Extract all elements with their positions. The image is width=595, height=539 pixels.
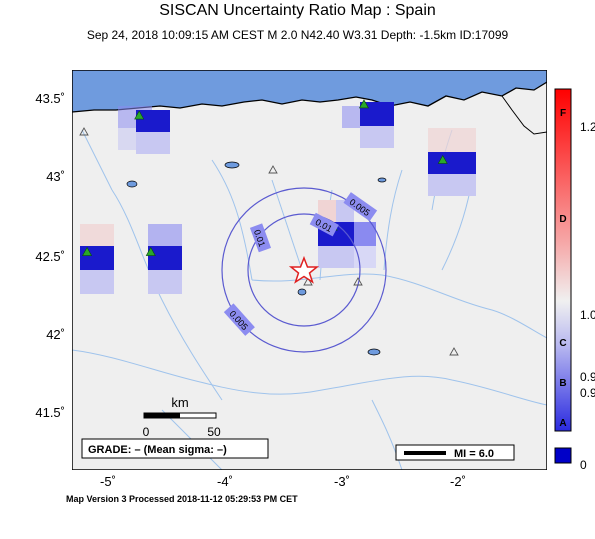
lon-label: -2˚ [450,474,466,489]
ratio-colorbar [554,88,572,464]
colorbar-value: 1.0 [580,308,595,322]
colorbar-value: 1.2 [580,120,595,134]
map-title: SISCAN Uncertainty Ratio Map : Spain [159,2,436,19]
unused-stations [79,127,459,356]
svg-text:km: km [171,395,188,410]
lat-label: 43.5˚ [35,91,65,106]
scale-bar: km 0 50 [143,395,221,439]
station-triangle-icon [134,110,145,120]
station-triangle-icon [145,246,156,256]
svg-text:MI = 6.0: MI = 6.0 [454,448,494,460]
lon-label: -5˚ [100,474,116,489]
colorbar-letter: F [559,108,567,119]
lon-label: -3˚ [334,474,350,489]
svg-text:GRADE: – (Mean sigma: –): GRADE: – (Mean sigma: –) [88,444,227,456]
station-triangle-icon [437,154,448,164]
uncertainty-cells [80,102,476,294]
sea-area [72,70,547,112]
uncertainty-contours [221,187,387,353]
svg-text:50: 50 [207,425,221,439]
colorbar-letter: A [559,418,567,429]
lat-label: 41.5˚ [35,405,65,420]
map-subtitle: Sep 24, 2018 10:09:15 AM CEST M 2.0 N42.… [86,28,509,42]
station-triangle-icon [82,246,93,256]
colorbar-letter: B [559,378,567,389]
map-footer: Map Version 3 Processed 2018-11-12 05:29… [66,494,298,504]
coastline [72,81,547,113]
lon-label: -4˚ [217,474,233,489]
colorbar-value: 0 [580,458,587,472]
epicenter-star-icon [288,255,320,284]
svg-text:0: 0 [143,425,150,439]
lat-label: 43˚ [46,169,65,184]
grade-box: GRADE: – (Mean sigma: –) [81,438,269,459]
colorbar-value: 0.9 [580,370,595,384]
intensity-map: 0.005 0.01 0.01 0.005 km 0 50 GRADE: – (… [72,70,547,470]
station-triangle-icon [358,99,369,109]
colorbar-letter: D [559,214,567,225]
colorbar-value: 0.9 [580,386,595,400]
country-border [501,95,547,135]
reservoirs [126,161,387,446]
lat-label: 42˚ [46,327,65,342]
mi-legend: MI = 6.0 [395,444,515,461]
contour-label-3: 0.01 [249,223,272,253]
lat-label: 42.5˚ [35,249,65,264]
colorbar-letter: C [559,338,567,349]
